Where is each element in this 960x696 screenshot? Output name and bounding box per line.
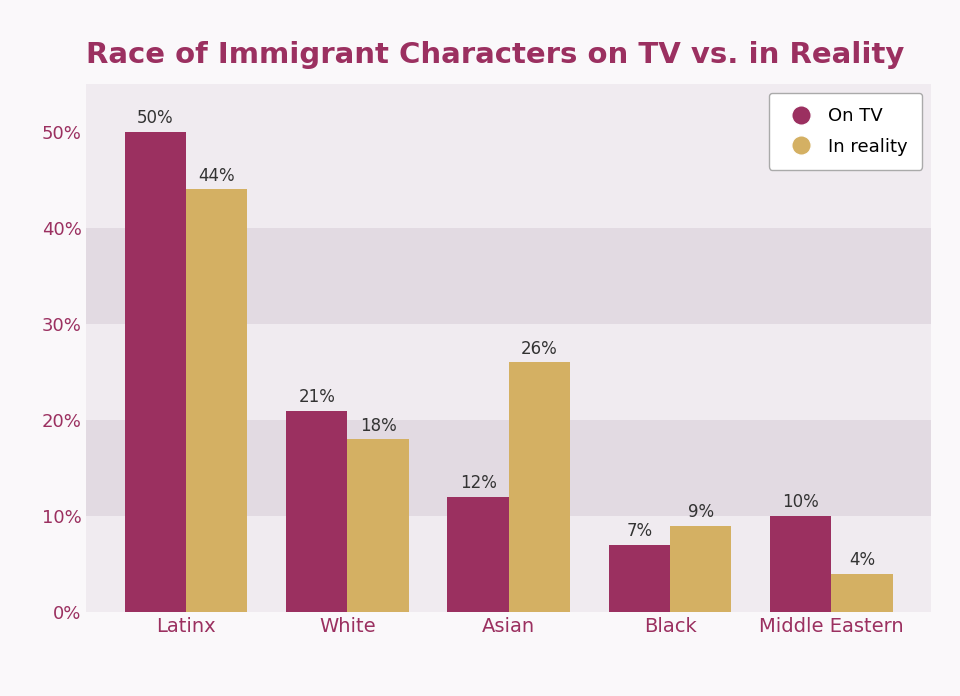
Bar xyxy=(609,545,670,612)
Bar xyxy=(86,132,931,228)
Text: 10%: 10% xyxy=(782,493,819,512)
Text: 9%: 9% xyxy=(687,503,714,521)
Text: Race of Immigrant Characters on TV vs. in Reality: Race of Immigrant Characters on TV vs. i… xyxy=(86,40,904,69)
Bar xyxy=(670,526,732,612)
Bar xyxy=(86,324,931,420)
Text: 7%: 7% xyxy=(627,523,653,540)
Text: 44%: 44% xyxy=(199,166,235,184)
Bar xyxy=(770,516,831,612)
Bar xyxy=(86,420,931,516)
Bar xyxy=(86,84,931,132)
Bar xyxy=(286,411,348,612)
Bar xyxy=(831,574,893,612)
Bar xyxy=(86,516,931,612)
Bar xyxy=(86,228,931,324)
Bar xyxy=(125,132,186,612)
Bar xyxy=(348,439,409,612)
Text: 4%: 4% xyxy=(849,551,876,569)
Bar xyxy=(186,189,248,612)
Text: 18%: 18% xyxy=(360,417,396,434)
Text: 12%: 12% xyxy=(460,474,496,492)
Text: 26%: 26% xyxy=(521,340,558,358)
Text: 21%: 21% xyxy=(299,388,335,406)
Bar xyxy=(447,497,509,612)
Text: 50%: 50% xyxy=(137,109,174,127)
Legend: On TV, In reality: On TV, In reality xyxy=(769,93,923,170)
Bar xyxy=(509,363,570,612)
